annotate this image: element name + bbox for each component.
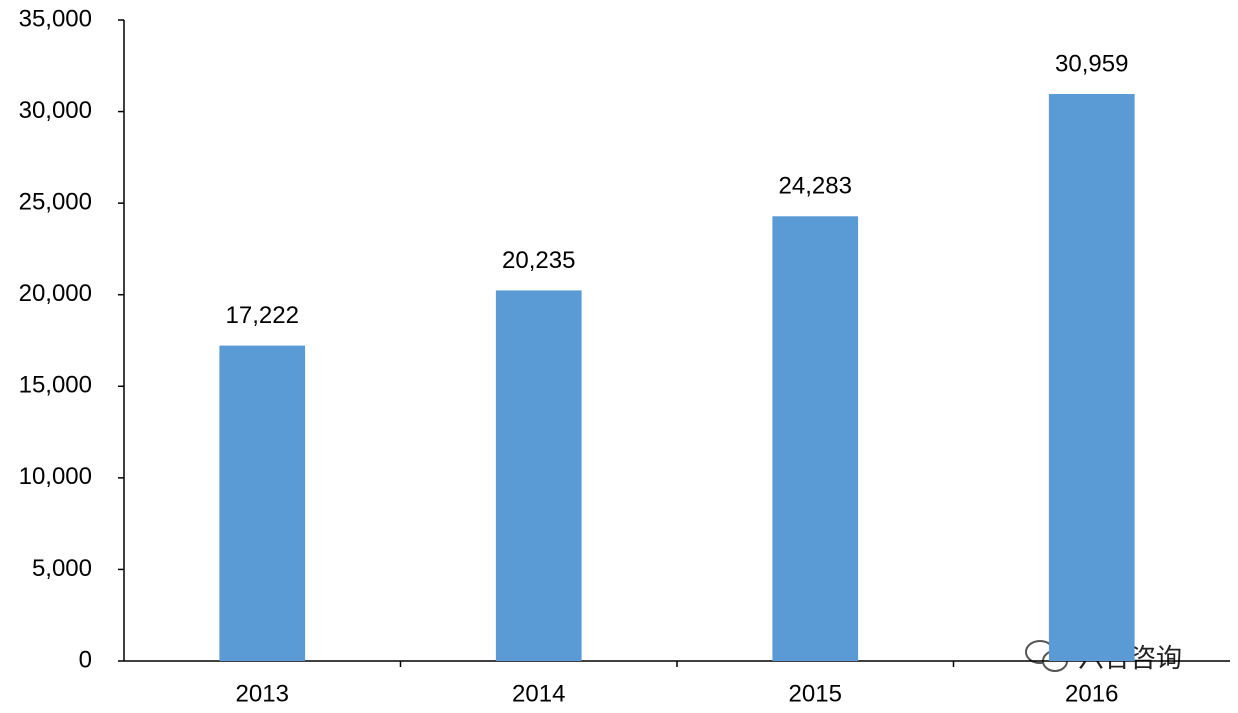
x-tick-label: 2015 [789,680,842,707]
y-tick-label: 10,000 [19,463,92,490]
bar [1048,94,1135,661]
data-label: 30,959 [1055,50,1128,77]
data-label: 24,283 [779,173,852,200]
x-tick-label: 2016 [1065,680,1118,707]
x-tick-label: 2013 [236,680,289,707]
y-tick-label: 20,000 [19,280,92,307]
bar [772,216,859,661]
y-tick-label: 35,000 [19,5,92,32]
y-tick-label: 15,000 [19,372,92,399]
data-label: 20,235 [502,247,575,274]
y-tick-label: 5,000 [32,555,92,582]
y-tick-label: 30,000 [19,97,92,124]
x-tick-label: 2014 [512,680,565,707]
bar [495,290,582,661]
y-tick-label: 25,000 [19,188,92,215]
bar [219,345,306,661]
data-label: 17,222 [226,302,299,329]
y-tick-label: 0 [79,646,92,673]
